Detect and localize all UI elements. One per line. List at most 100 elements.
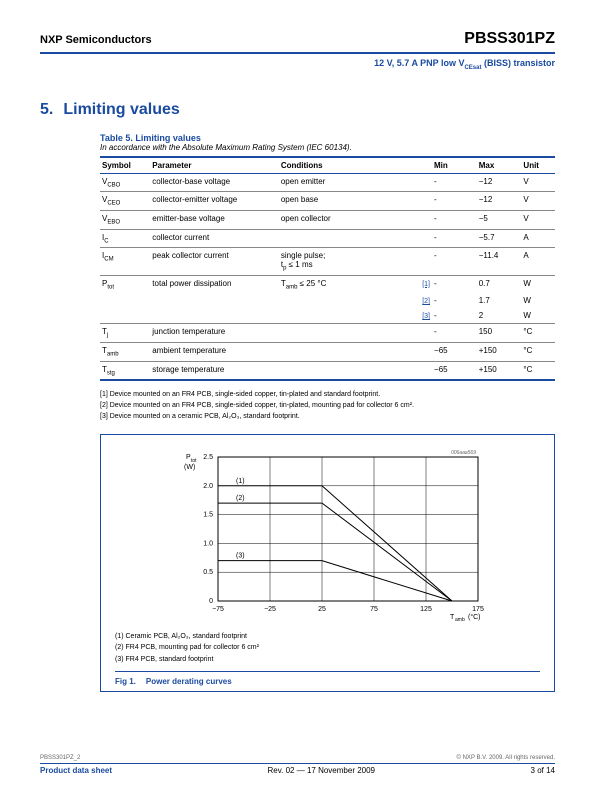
- svg-text:(1): (1): [236, 478, 245, 485]
- svg-text:006aaa569: 006aaa569: [450, 450, 475, 456]
- cell-max: 0.7: [477, 275, 522, 293]
- figure-caption: Power derating curves: [146, 677, 232, 686]
- limiting-values-table: Symbol Parameter Conditions Min Max Unit…: [100, 156, 555, 381]
- cell-unit: W: [521, 275, 555, 293]
- part-subtitle: 12 V, 5.7 A PNP low VCEsat (BISS) transi…: [374, 58, 555, 71]
- chart-legend-item: (3) FR4 PCB, standard footprint: [115, 654, 540, 665]
- svg-text:0: 0: [209, 598, 213, 605]
- cell-symbol: VCEO: [100, 192, 150, 211]
- th-parameter: Parameter: [150, 157, 279, 174]
- cell-min: -: [432, 293, 477, 308]
- svg-text:−25: −25: [264, 606, 276, 613]
- figure-number: Fig 1.: [115, 677, 136, 686]
- cell-symbol: Tj: [100, 324, 150, 343]
- cell-symbol: [100, 293, 150, 308]
- chart-container: −75−25257512517500.51.01.52.02.5Ptot(W)T…: [100, 434, 555, 692]
- th-symbol: Symbol: [100, 157, 150, 174]
- cell-unit: A: [521, 248, 555, 276]
- cell-parameter: storage temperature: [150, 361, 279, 380]
- footer-page-num: 3 of 14: [531, 766, 555, 775]
- part-number: PBSS301PZ: [464, 30, 555, 48]
- cell-ref: [407, 361, 432, 380]
- svg-text:(3): (3): [236, 553, 245, 560]
- cell-conditions: single pulse;tp ≤ 1 ms: [279, 248, 408, 276]
- cell-parameter: total power dissipation: [150, 275, 279, 293]
- cell-symbol: Tamb: [100, 342, 150, 361]
- cell-min: -: [432, 324, 477, 343]
- footnote-ref[interactable]: [2]: [422, 298, 430, 305]
- cell-unit: W: [521, 293, 555, 308]
- cell-conditions: Tamb ≤ 25 °C: [279, 275, 408, 293]
- cell-conditions: open collector: [279, 210, 408, 229]
- cell-conditions: [279, 293, 408, 308]
- cell-min: -: [432, 173, 477, 192]
- chart-legend-item: (2) FR4 PCB, mounting pad for collector …: [115, 642, 540, 653]
- cell-ref: [407, 342, 432, 361]
- cell-unit: °C: [521, 324, 555, 343]
- svg-text:(°C): (°C): [468, 613, 481, 621]
- svg-text:75: 75: [370, 606, 378, 613]
- cell-unit: W: [521, 308, 555, 324]
- svg-text:125: 125: [420, 606, 432, 613]
- cell-ref: [407, 324, 432, 343]
- cell-symbol: IC: [100, 229, 150, 248]
- cell-ref: [407, 173, 432, 192]
- chart-legend-item: (1) Ceramic PCB, Al₂O₃, standard footpri…: [115, 631, 540, 642]
- table-note: In accordance with the Absolute Maximum …: [100, 143, 555, 152]
- th-unit: Unit: [521, 157, 555, 174]
- cell-parameter: ambient temperature: [150, 342, 279, 361]
- chart-legend: (1) Ceramic PCB, Al₂O₃, standard footpri…: [115, 631, 540, 665]
- svg-text:175: 175: [472, 606, 484, 613]
- footnote-ref[interactable]: [1]: [422, 281, 430, 288]
- cell-parameter: [150, 308, 279, 324]
- cell-min: -: [432, 248, 477, 276]
- svg-text:2.5: 2.5: [203, 454, 213, 461]
- cell-min: −65: [432, 361, 477, 380]
- cell-max: +150: [477, 361, 522, 380]
- cell-parameter: collector-emitter voltage: [150, 192, 279, 211]
- cell-unit: °C: [521, 361, 555, 380]
- cell-conditions: open base: [279, 192, 408, 211]
- cell-unit: V: [521, 210, 555, 229]
- cell-max: −11.4: [477, 248, 522, 276]
- footer-copyright: © NXP B.V. 2009. All rights reserved.: [457, 755, 555, 761]
- cell-unit: V: [521, 192, 555, 211]
- cell-conditions: [279, 342, 408, 361]
- cell-conditions: [279, 308, 408, 324]
- th-conditions: Conditions: [279, 157, 432, 174]
- cell-symbol: ICM: [100, 248, 150, 276]
- cell-max: −5: [477, 210, 522, 229]
- cell-symbol: VEBO: [100, 210, 150, 229]
- svg-text:(W): (W): [184, 464, 195, 471]
- footnote-item: [3] Device mounted on a ceramic PCB, Al₂…: [100, 413, 555, 420]
- cell-conditions: [279, 324, 408, 343]
- footer-revision: Rev. 02 — 17 November 2009: [268, 766, 375, 775]
- cell-unit: V: [521, 173, 555, 192]
- th-max: Max: [477, 157, 522, 174]
- cell-symbol: Ptot: [100, 275, 150, 293]
- cell-parameter: collector-base voltage: [150, 173, 279, 192]
- cell-ref: [407, 248, 432, 276]
- svg-text:0.5: 0.5: [203, 569, 213, 576]
- cell-conditions: [279, 361, 408, 380]
- footer-doc-id: PBSS301PZ_2: [40, 755, 80, 761]
- cell-ref: [1]: [407, 275, 432, 293]
- cell-max: −12: [477, 173, 522, 192]
- cell-max: 2: [477, 308, 522, 324]
- cell-parameter: [150, 293, 279, 308]
- cell-conditions: open emitter: [279, 173, 408, 192]
- svg-text:25: 25: [318, 606, 326, 613]
- cell-symbol: Tstg: [100, 361, 150, 380]
- svg-text:1.0: 1.0: [203, 541, 213, 548]
- footnote-ref[interactable]: [3]: [422, 313, 430, 320]
- cell-max: −5.7: [477, 229, 522, 248]
- cell-symbol: [100, 308, 150, 324]
- svg-text:(2): (2): [236, 495, 245, 502]
- svg-text:2.0: 2.0: [203, 483, 213, 490]
- cell-ref: [3]: [407, 308, 432, 324]
- cell-min: -: [432, 192, 477, 211]
- cell-ref: [2]: [407, 293, 432, 308]
- svg-text:−75: −75: [212, 606, 224, 613]
- cell-max: 1.7: [477, 293, 522, 308]
- power-derating-chart: −75−25257512517500.51.01.52.02.5Ptot(W)T…: [168, 445, 488, 625]
